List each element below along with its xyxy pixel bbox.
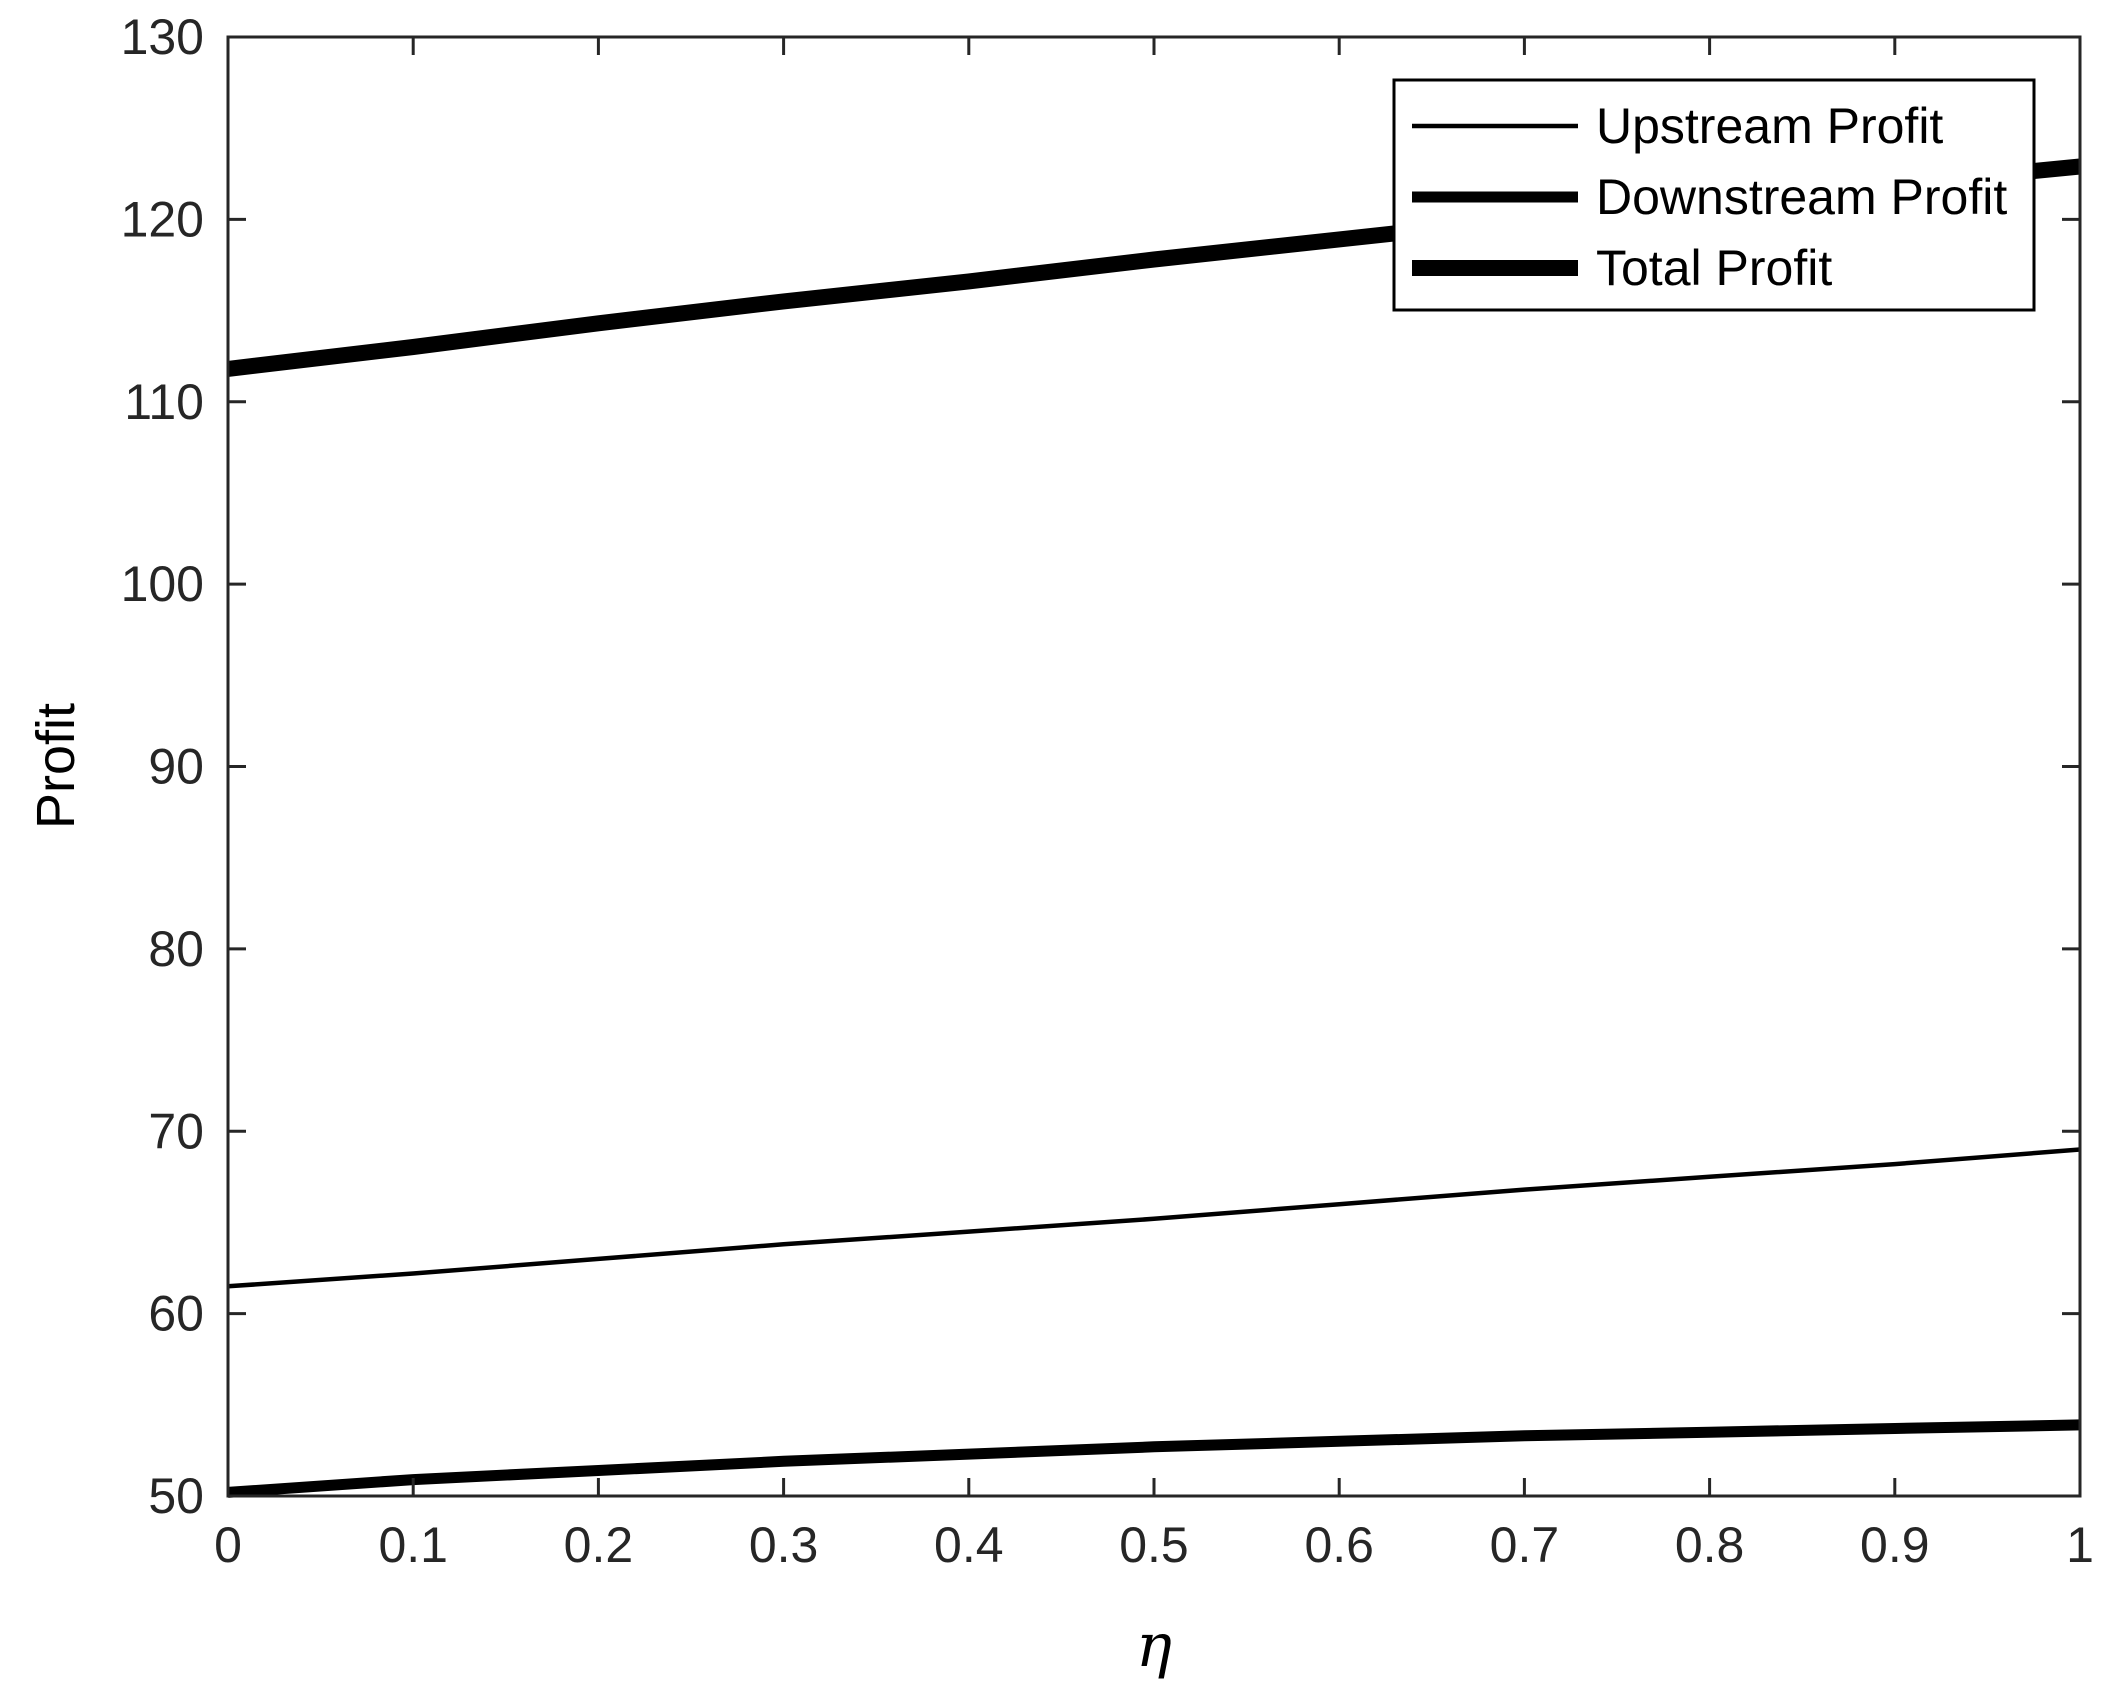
x-tick-label: 0.8 [1675, 1517, 1745, 1573]
series-line-1 [227, 1147, 2081, 1289]
y-tick-label: 60 [148, 1286, 204, 1342]
x-tick-label: 0.6 [1304, 1517, 1374, 1573]
y-axis-label: Profit [26, 703, 86, 829]
y-tick-label: 110 [124, 374, 204, 430]
series-line-2 [227, 1419, 2081, 1498]
ticks-layer: 0 0.1 0.2 0.3 0.4 0.5 0.6 0.7 0.8 0.9 1 50 60 70 80 90 1… [121, 9, 2094, 1573]
legend-label-1: Upstream Profit [1596, 98, 1943, 154]
x-tick-label: 1 [2066, 1517, 2094, 1573]
x-axis-label: η [1136, 1611, 1172, 1681]
y-tick-label: 80 [148, 921, 204, 977]
x-tick-label: 0.2 [564, 1517, 634, 1573]
legend-label-2: Downstream Profit [1596, 169, 2007, 225]
y-tick-label: 50 [148, 1468, 204, 1524]
x-tick-label: 0.5 [1119, 1517, 1189, 1573]
x-tick-label: 0.4 [934, 1517, 1004, 1573]
legend-label-3: Total Profit [1596, 240, 1832, 296]
y-tick-label: 90 [148, 739, 204, 795]
legend: Upstream Profit Downstream Profit Total Pr… [1392, 78, 2036, 312]
x-tick-label: 0.7 [1490, 1517, 1560, 1573]
x-tick-label: 0.9 [1860, 1517, 1930, 1573]
y-tick-label: 70 [148, 1103, 204, 1159]
x-tick-label: 0.1 [378, 1517, 448, 1573]
y-tick-label: 100 [121, 556, 204, 612]
y-tick-label: 130 [121, 9, 204, 65]
y-tick-label: 120 [121, 191, 204, 247]
x-tick-label: 0.3 [749, 1517, 819, 1573]
x-tick-label: 0 [214, 1517, 242, 1573]
